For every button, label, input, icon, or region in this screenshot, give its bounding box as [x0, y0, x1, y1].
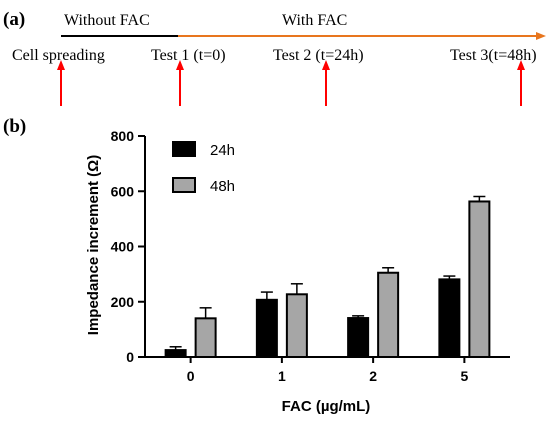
y-axis-label: Impedance increment (Ω) — [85, 155, 102, 335]
y-tick-label: 400 — [111, 239, 135, 255]
legend-swatch-48h — [172, 177, 196, 193]
event-test-1: Test 1 (t=0) — [151, 47, 226, 64]
chart-legend: 24h 48h — [172, 141, 235, 195]
phase-without-label: Without FAC — [64, 12, 150, 29]
bar-48h-0 — [194, 317, 217, 359]
bar-48h-1 — [285, 293, 308, 359]
x-tick-label: 1 — [278, 368, 286, 384]
bar-24h-0 — [164, 349, 187, 358]
legend-swatch-24h — [172, 141, 196, 157]
panel-b-label: (b) — [3, 116, 26, 137]
x-axis-label: FAC (µg/mL) — [282, 398, 371, 415]
bar-48h-2 — [377, 271, 400, 358]
bar-48h-5 — [468, 200, 491, 358]
chart-bars — [164, 195, 491, 359]
bar-24h-5 — [438, 278, 461, 358]
timeline-arrowhead — [536, 32, 546, 40]
y-tick-label: 800 — [111, 128, 135, 144]
event-test-2: Test 2 (t=24h) — [273, 47, 364, 64]
y-tick-label: 200 — [111, 294, 135, 310]
red-arrow — [322, 60, 330, 106]
bar-24h-2 — [347, 317, 370, 358]
red-arrow — [176, 60, 184, 106]
red-arrow — [57, 60, 65, 106]
legend-label-48h: 48h — [210, 178, 235, 195]
y-tick-label: 600 — [111, 183, 135, 199]
red-arrow — [517, 60, 525, 106]
legend-label-24h: 24h — [210, 142, 235, 159]
x-tick-label: 2 — [369, 368, 377, 384]
x-tick-label: 0 — [187, 368, 195, 384]
x-tick-label: 5 — [460, 368, 468, 384]
event-test-3: Test 3(t=48h) — [450, 47, 537, 64]
y-tick-label: 0 — [126, 349, 134, 365]
phase-with-label: With FAC — [282, 12, 347, 29]
panel-a-label: (a) — [3, 9, 25, 30]
event-cell-spreading: Cell spreading — [12, 47, 105, 64]
bar-24h-1 — [255, 298, 278, 359]
